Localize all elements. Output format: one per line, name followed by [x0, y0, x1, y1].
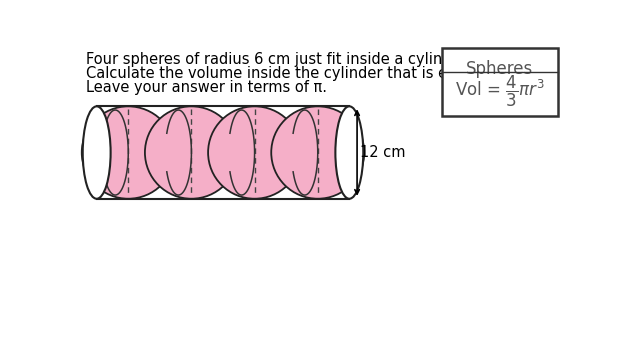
Text: Leave your answer in terms of π.: Leave your answer in terms of π.: [86, 80, 327, 95]
Text: Four spheres of radius 6 cm just fit inside a cylinder.: Four spheres of radius 6 cm just fit ins…: [86, 53, 470, 67]
Ellipse shape: [335, 106, 363, 199]
Ellipse shape: [208, 106, 301, 199]
Text: Spheres: Spheres: [466, 60, 533, 78]
Bar: [441, 48, 558, 116]
Ellipse shape: [82, 106, 175, 199]
Ellipse shape: [271, 106, 364, 199]
Ellipse shape: [145, 106, 238, 199]
Ellipse shape: [83, 106, 111, 199]
Text: Calculate the volume inside the cylinder that is empty.: Calculate the volume inside the cylinder…: [86, 66, 487, 81]
Text: 12 cm: 12 cm: [360, 145, 406, 160]
Bar: [97, 106, 349, 199]
Text: Vol = $\dfrac{4}{3}\pi r^3$: Vol = $\dfrac{4}{3}\pi r^3$: [455, 74, 545, 109]
